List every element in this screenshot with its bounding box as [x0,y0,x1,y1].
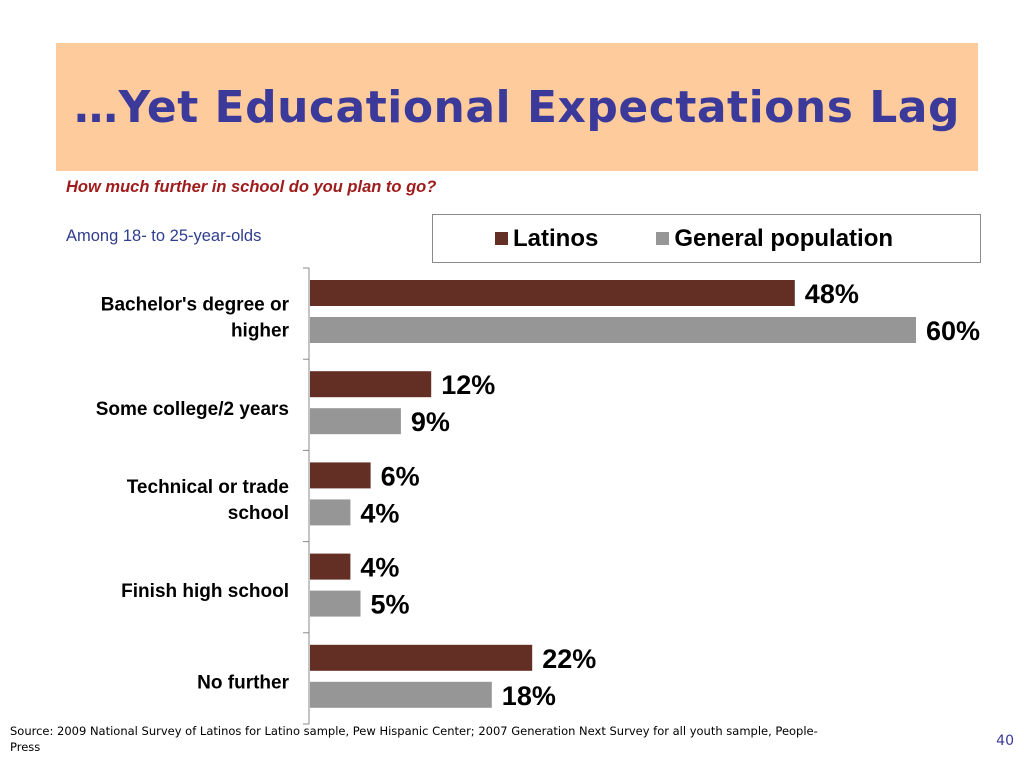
category-label: Technical or trade school [127,477,289,524]
bar-general-population [310,681,492,708]
bar-latinos [310,553,351,580]
bar-latinos [310,462,371,489]
source-footnote: Source: 2009 National Survey of Latinos … [10,724,818,754]
category-label: Bachelor's degree or higher [101,295,290,342]
legend-label-general-population: General population [674,224,894,252]
data-label: 5% [371,590,410,620]
bar-latinos [310,280,795,306]
bar-latinos [310,644,533,671]
chart-legend: Latinos General population [432,214,981,263]
data-label: 12% [441,370,495,400]
title-band: …Yet Educational Expectations Lag [56,43,978,171]
data-label: 6% [381,461,420,491]
survey-question: How much further in school do you plan t… [66,178,437,196]
bar-general-population [310,317,916,343]
category-label: Some college/2 years [96,399,289,420]
bar-general-population [310,408,401,435]
bar-latinos [310,371,432,398]
legend-item-general-population: General population [656,225,893,253]
bar-general-population [310,499,351,526]
slide-title: …Yet Educational Expectations Lag [74,81,960,133]
data-label: 22% [542,644,596,674]
legend-item-latinos: Latinos [495,225,598,253]
data-label: 4% [360,498,399,528]
data-label: 48% [805,279,859,309]
legend-swatch-latinos [495,232,508,245]
category-label: Finish high school [121,581,289,602]
category-label: No further [197,672,289,693]
legend-swatch-general-population [656,232,670,245]
bar-general-population [310,590,361,617]
data-label: 60% [926,316,980,346]
data-label: 9% [411,407,450,437]
data-label: 18% [502,681,556,711]
page-number: 40 [996,733,1014,749]
data-label: 4% [360,553,399,583]
legend-label-latinos: Latinos [513,224,599,252]
sample-subtitle: Among 18- to 25-year-olds [66,227,262,245]
